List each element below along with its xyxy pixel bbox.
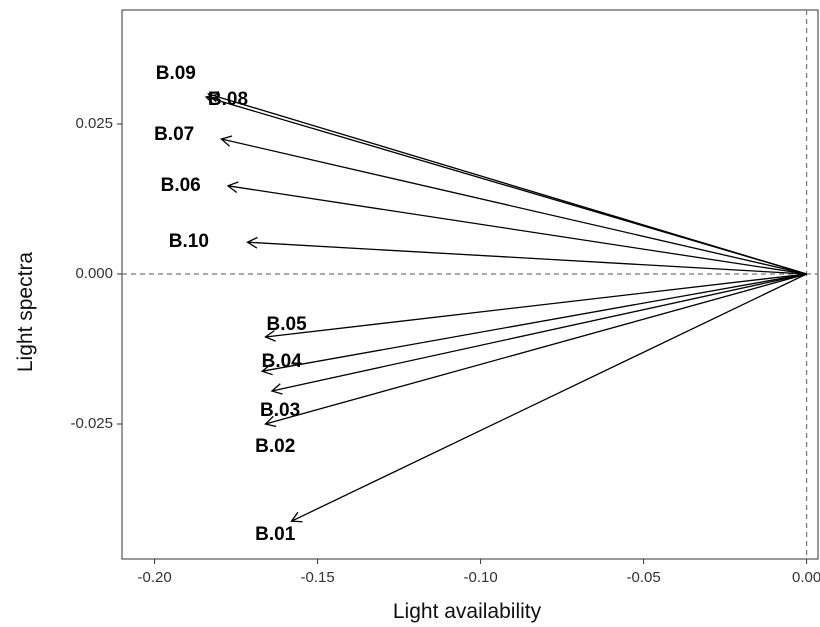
vector-b03 (270, 273, 807, 395)
x-axis: -0.20 -0.15 -0.10 -0.05 0.00 (137, 559, 820, 586)
vector-b06 (226, 181, 807, 275)
vectors-layer (204, 91, 807, 523)
vector-b07 (220, 135, 807, 275)
arrow-head-icon (270, 383, 283, 395)
vector-label: B.05 (267, 314, 308, 335)
vector-b08 (204, 94, 807, 275)
vector-label: B.06 (161, 175, 201, 196)
vector-b04 (260, 273, 807, 376)
y-tick-label: -0.025 (70, 415, 113, 432)
y-axis: -0.025 0.000 0.025 (70, 115, 122, 432)
arrow-head-icon (226, 181, 239, 193)
x-tick-label: -0.05 (626, 569, 660, 586)
plot-panel (121, 9, 819, 560)
vector-line (262, 273, 807, 372)
vector-label: B.01 (255, 524, 296, 545)
x-tick-label: 0.00 (792, 569, 820, 586)
x-tick-label: -0.15 (300, 569, 334, 586)
y-tick-label: 0.025 (75, 115, 113, 132)
arrow-head-icon (246, 236, 258, 249)
arrow-head-icon (264, 330, 276, 342)
arrow-head-icon (290, 511, 303, 523)
vector-line (221, 138, 807, 275)
vector-b01 (290, 273, 807, 523)
vector-label: B.04 (262, 351, 303, 372)
x-tick-label: -0.10 (463, 569, 497, 586)
vector-label: B.07 (154, 124, 194, 145)
vector-labels: B.09 B.08 B.07 B.06 B.10 B.05 B.04 B.03 B.02 B.01 (154, 63, 307, 545)
reference-lines (122, 10, 818, 559)
vector-line (271, 273, 807, 392)
vector-b10 (246, 236, 807, 275)
vector-label: B.02 (255, 436, 295, 457)
vector-label: B.08 (208, 89, 248, 110)
vector-line (247, 241, 807, 275)
vector-line (265, 273, 807, 425)
vector-b05 (264, 273, 807, 342)
x-tick-label: -0.20 (137, 569, 171, 586)
vector-line (265, 273, 807, 338)
vector-line (227, 185, 807, 275)
y-tick-label: 0.000 (75, 265, 113, 282)
arrow-head-icon (220, 135, 233, 147)
vector-line (205, 96, 807, 275)
arrow-head-icon (204, 94, 217, 106)
vector-label: B.09 (156, 63, 196, 84)
x-axis-title: Light availability (393, 600, 542, 623)
vector-label: B.03 (260, 400, 300, 421)
arrow-head-icon (264, 415, 277, 428)
vector-line (291, 273, 807, 522)
vector-label: B.10 (169, 231, 209, 252)
y-axis-title: Light spectra (14, 252, 37, 373)
arrow-head-icon (260, 363, 273, 376)
vector-b02 (264, 273, 807, 428)
